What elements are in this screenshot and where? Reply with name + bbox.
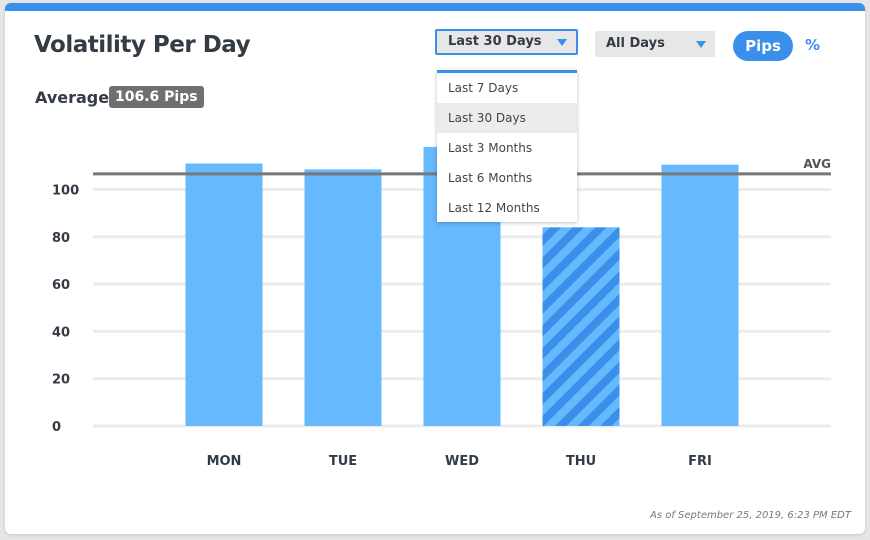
days-select-value: All Days [606,36,665,51]
bar-thu[interactable] [542,227,620,426]
dropdown-option-last-12-months[interactable]: Last 12 Months [448,201,540,215]
x-tick-label: TUE [329,454,357,469]
bar-mon[interactable] [185,163,263,427]
y-tick-label: 80 [52,231,70,246]
days-select[interactable]: All Days [595,31,715,57]
period-select[interactable]: Last 30 Days [435,29,578,55]
dropdown-option-last-7-days[interactable]: Last 7 Days [448,81,519,95]
page-title: Volatility Per Day [34,32,251,58]
average-badge: 106.6 Pips [109,86,204,108]
volatility-card: Volatility Per Day Average 106.6 Pips La… [5,3,865,534]
y-tick-label: 60 [52,278,70,293]
x-tick-label: THU [566,454,596,469]
y-tick-label: 20 [52,373,70,388]
dropdown-option-last-3-months[interactable]: Last 3 Months [448,141,533,155]
card-accent-bar [5,3,865,11]
pips-toggle-button[interactable]: Pips [733,31,793,61]
period-dropdown-menu: Last 7 Days Last 30 Days Last 3 Months L… [437,70,577,222]
chevron-down-icon [696,41,706,48]
volatility-bar-chart: 0 20 40 60 80 100 MON TUE WED THU FRI AVG [52,146,831,469]
dropdown-accent [437,70,577,73]
average-label: Average [35,88,110,107]
percent-toggle-button[interactable]: % [805,36,821,54]
x-tick-label: FRI [688,454,712,469]
y-tick-label: 0 [52,420,61,435]
timestamp-footnote: As of September 25, 2019, 6:23 PM EDT [650,510,851,521]
dropdown-option-last-6-months[interactable]: Last 6 Months [448,171,533,185]
average-line-label: AVG [803,157,831,171]
dropdown-option-last-30-days[interactable]: Last 30 Days [437,103,577,133]
bar-tue[interactable] [304,169,382,426]
x-tick-label: WED [445,454,479,469]
y-tick-label: 40 [52,325,70,340]
period-select-value: Last 30 Days [448,34,542,49]
bar-fri[interactable] [661,164,739,427]
y-tick-label: 100 [52,184,79,199]
chevron-down-icon [557,39,567,46]
x-tick-label: MON [207,454,242,469]
